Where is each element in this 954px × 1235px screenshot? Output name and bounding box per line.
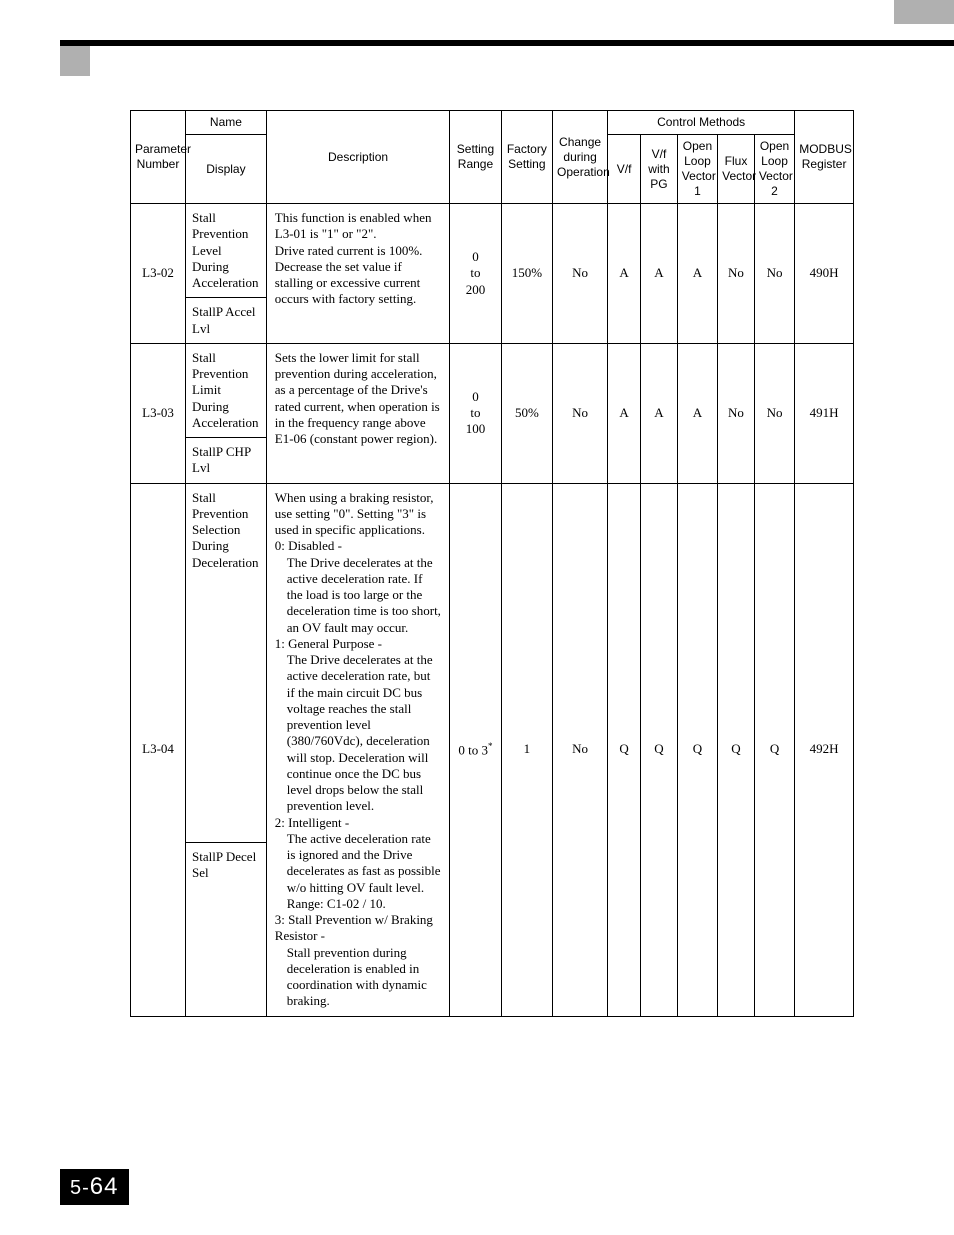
cell: A (641, 343, 678, 483)
cell: 0to200 (450, 204, 501, 344)
cell: 491H (795, 343, 854, 483)
cell: L3-04 (131, 483, 186, 1016)
cell: 150% (501, 204, 552, 344)
cell: Stall Prevention Level During Accelerati… (186, 204, 267, 298)
cell: No (718, 204, 755, 344)
cell: Stall Prevention Selection During Decele… (186, 483, 267, 842)
table-header: Parameter Number Name Description Settin… (131, 111, 854, 204)
page: Parameter Number Name Description Settin… (0, 0, 954, 1235)
cell: StallP Accel Lvl (186, 298, 267, 344)
page-number-value: 64 (90, 1173, 119, 1200)
cell: Sets the lower limit for stall preventio… (266, 343, 450, 483)
cell: 490H (795, 204, 854, 344)
cell: Q (608, 483, 641, 1016)
th-display: Display (186, 135, 267, 204)
cell: Q (641, 483, 678, 1016)
th-cm-vf-pg: V/f with PG (641, 135, 678, 204)
cell: A (608, 204, 641, 344)
th-control-methods: Control Methods (608, 111, 795, 135)
table-body: L3-02Stall Prevention Level During Accel… (131, 204, 854, 1017)
table-row: L3-04Stall Prevention Selection During D… (131, 483, 854, 842)
cell: A (677, 204, 717, 344)
cell: This function is enabled when L3-01 is "… (266, 204, 450, 344)
th-cm-olv1: Open Loop Vector 1 (677, 135, 717, 204)
th-name: Name (186, 111, 267, 135)
cell: When using a braking resistor, use setti… (266, 483, 450, 1016)
th-modbus: MODBUS Register (795, 111, 854, 204)
th-param-number: Parameter Number (131, 111, 186, 204)
table-row: L3-02Stall Prevention Level During Accel… (131, 204, 854, 298)
cell: A (608, 343, 641, 483)
cell: StallP CHP Lvl (186, 438, 267, 484)
th-change-during-op: Change during Operation (553, 111, 608, 204)
cell: 0 to 3* (450, 483, 501, 1016)
cell: Q (718, 483, 755, 1016)
cell: A (677, 343, 717, 483)
cell: L3-02 (131, 204, 186, 344)
cell: No (553, 204, 608, 344)
page-number: 5-64 (60, 1169, 129, 1205)
cell: 492H (795, 483, 854, 1016)
th-cm-olv2: Open Loop Vector 2 (754, 135, 794, 204)
cell: Stall Prevention Limit During Accelerati… (186, 343, 267, 437)
cell: No (553, 343, 608, 483)
cell: 0to100 (450, 343, 501, 483)
cell: 1 (501, 483, 552, 1016)
cell: No (754, 343, 794, 483)
cell: Q (677, 483, 717, 1016)
cell: L3-03 (131, 343, 186, 483)
cell: 50% (501, 343, 552, 483)
th-cm-vf: V/f (608, 135, 641, 204)
th-description: Description (266, 111, 450, 204)
table-row: L3-03Stall Prevention Limit During Accel… (131, 343, 854, 437)
parameter-table: Parameter Number Name Description Settin… (130, 110, 854, 1017)
cell: StallP Decel Sel (186, 842, 267, 1016)
cell: A (641, 204, 678, 344)
th-setting-range: Setting Range (450, 111, 501, 204)
cell: Q (754, 483, 794, 1016)
cell: No (718, 343, 755, 483)
th-factory-setting: Factory Setting (501, 111, 552, 204)
cell: No (553, 483, 608, 1016)
th-cm-flux: Flux Vector (718, 135, 755, 204)
page-number-prefix: 5- (70, 1177, 90, 1199)
cell: No (754, 204, 794, 344)
